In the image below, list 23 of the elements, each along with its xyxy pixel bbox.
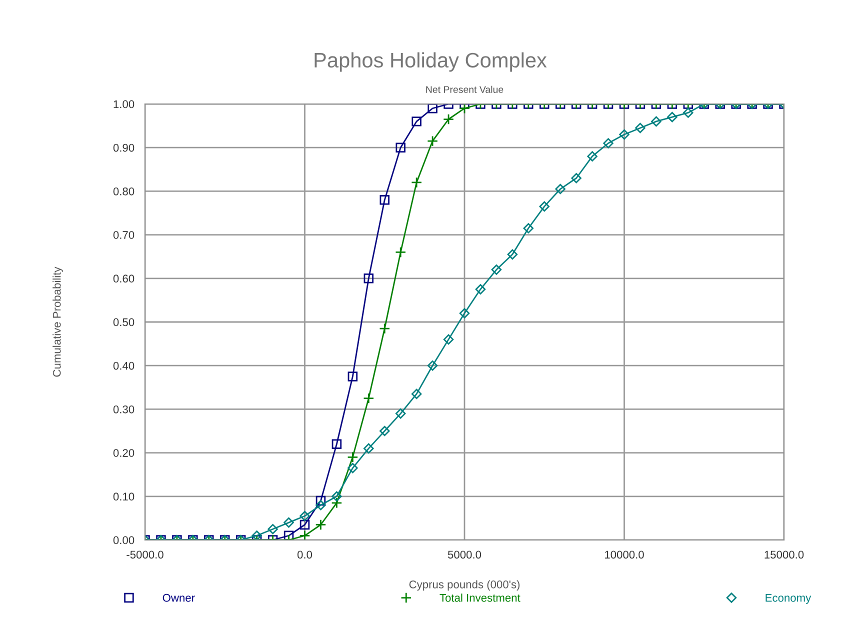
text: Owner [162, 594, 195, 602]
y-tick-label: 0.10 [113, 492, 134, 501]
y-tick-label: 0.90 [113, 144, 134, 152]
y-tick-label: 0.40 [113, 362, 134, 370]
x-tick-label: -5000.0 [126, 550, 164, 559]
y-tick-label: 0.80 [113, 187, 134, 196]
x-tick-label: 10000.0 [605, 550, 644, 559]
y-tick-label: 0.70 [113, 231, 134, 239]
x-tick-label: 0.0 [297, 550, 312, 559]
y-tick-label: 0.30 [113, 405, 134, 414]
y-axis-title: Cumulative Probability [52, 266, 63, 377]
x-tick-label: 5000.0 [448, 550, 482, 559]
y-tick-label: 0.50 [113, 318, 134, 326]
y-tick-label: 0.00 [113, 536, 134, 544]
chart-title: Paphos Holiday Complex [314, 52, 547, 72]
text: Total Investment [440, 594, 520, 602]
chart-subtitle: Net Present Value [426, 86, 504, 93]
x-tick-label: 15000.0 [764, 550, 804, 559]
y-tick-label: 0.20 [113, 449, 134, 457]
text: Economy [766, 594, 812, 604]
y-tick-label: 0.60 [113, 274, 134, 283]
y-tick-label: 1.00 [114, 100, 134, 108]
x-axis-title: Cyprus pounds (000's) [409, 580, 520, 591]
